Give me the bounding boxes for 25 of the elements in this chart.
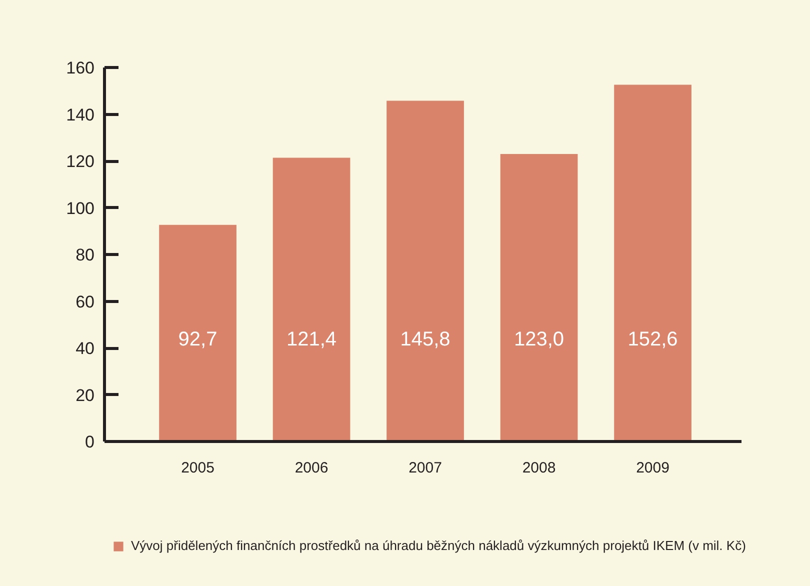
y-tick-label: 60 [76,292,95,312]
x-tick-label: 2007 [408,460,442,476]
x-tick-label: 2008 [522,460,556,476]
y-tick-label: 20 [76,386,95,405]
y-tick-label: 120 [66,152,95,171]
data-label: 92,7 [178,328,218,351]
data-label: 152,6 [628,328,678,351]
y-tick-label: 40 [76,339,95,358]
bar [614,84,692,442]
y-tick-label: 100 [66,198,95,218]
data-label: 145,8 [400,328,450,351]
x-tick-label: 2009 [636,460,670,476]
data-label: 123,0 [514,328,564,351]
y-tick-label: 140 [66,105,95,124]
legend-label: Vývoj přidělených finančních prostředků na úhradu běžných nákladů výzkumných projektů IKEM (v mil. Kč) [131,538,746,553]
y-tick-label: 0 [85,432,95,452]
x-tick-label: 2005 [181,460,214,476]
bar [500,154,578,442]
bar [386,100,464,442]
y-tick-label: 160 [66,58,95,78]
bar [272,158,350,442]
data-label: 121,4 [286,328,337,351]
y-tick-label: 80 [76,246,95,264]
x-tick-label: 2006 [294,460,328,476]
bar [159,224,236,442]
